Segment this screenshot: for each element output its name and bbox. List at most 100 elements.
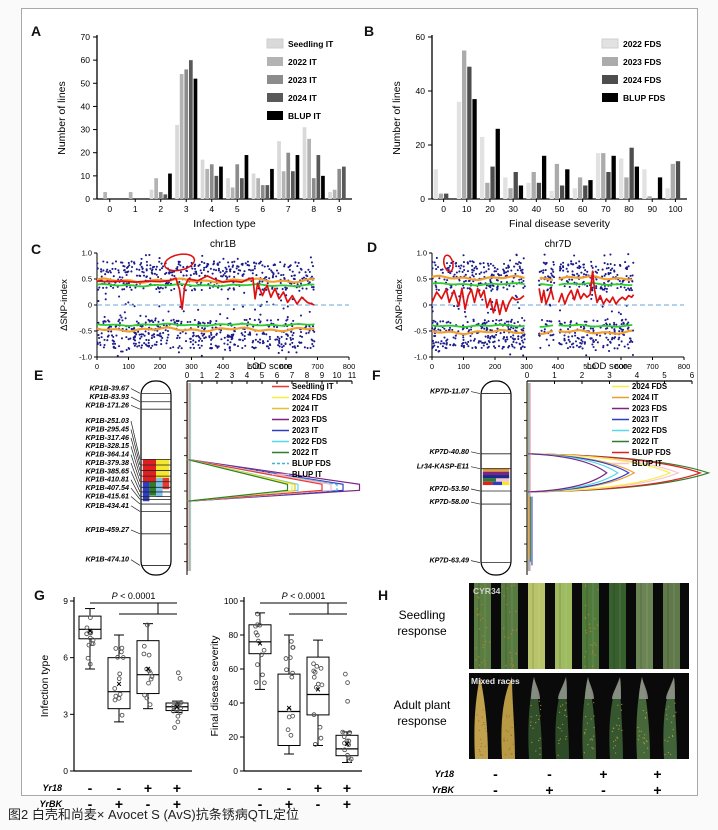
- svg-text:1: 1: [133, 204, 138, 214]
- svg-text:KP1B-415.61: KP1B-415.61: [85, 491, 129, 500]
- qtl-interval-block: [482, 475, 510, 479]
- seedling-leaf: [501, 583, 518, 669]
- bar: [286, 152, 291, 199]
- svg-text:20: 20: [416, 140, 426, 150]
- bar: [536, 182, 542, 199]
- svg-text:KP1B-39.67: KP1B-39.67: [89, 384, 130, 393]
- svg-text:0: 0: [63, 766, 68, 776]
- bar: [205, 168, 209, 199]
- svg-text:Final disease severity: Final disease severity: [509, 218, 611, 230]
- svg-text:+: +: [314, 780, 322, 796]
- bar: [128, 192, 133, 199]
- svg-text:3: 3: [63, 709, 68, 719]
- seedling-leaf: [636, 583, 653, 669]
- bar: [209, 164, 214, 199]
- panel-b-label: B: [364, 23, 375, 39]
- svg-text:Seedling: Seedling: [399, 608, 446, 622]
- svg-text:5: 5: [662, 371, 667, 380]
- qtl-interval-block: [496, 478, 510, 482]
- svg-text:2024 IT: 2024 IT: [632, 393, 659, 402]
- lod-curve: [186, 458, 289, 502]
- svg-text:8: 8: [305, 371, 310, 380]
- svg-text:6: 6: [275, 371, 280, 380]
- panel-d-label: D: [367, 239, 378, 255]
- svg-text:chr7D: chr7D: [545, 239, 572, 250]
- scatter-C: chr1B -1.0 -0.5 0 0.5 1.0 ΔSNP-index 0 100 200 300…: [59, 239, 355, 371]
- svg-text:800: 800: [343, 362, 356, 371]
- bar: [307, 138, 311, 199]
- legend: 2022 FDS 2023 FDS 2024 FDS BLUP FDS: [601, 38, 666, 103]
- svg-text:KP1B-407.54: KP1B-407.54: [85, 483, 129, 492]
- svg-text:300: 300: [520, 362, 533, 371]
- svg-text:500: 500: [583, 362, 596, 371]
- bar: [251, 173, 256, 199]
- bar: [611, 155, 616, 199]
- bar: [332, 189, 337, 199]
- bar: [265, 185, 270, 199]
- svg-text:700: 700: [311, 362, 324, 371]
- panel-g-label: G: [34, 587, 45, 603]
- svg-text:+: +: [173, 780, 181, 796]
- svg-text:2023 FDS: 2023 FDS: [632, 404, 667, 413]
- svg-text:-: -: [258, 780, 263, 796]
- svg-text:80: 80: [624, 204, 634, 214]
- bar: [316, 155, 321, 199]
- bar: [184, 69, 189, 200]
- svg-text:6: 6: [690, 371, 695, 380]
- bar: [270, 168, 274, 199]
- svg-text:LOD score: LOD score: [587, 361, 632, 372]
- svg-text:Final disease severity: Final disease severity: [209, 635, 221, 737]
- svg-text:KP7D-58.00: KP7D-58.00: [429, 497, 469, 506]
- svg-text:KP7D-53.50: KP7D-53.50: [429, 484, 469, 493]
- lod-panel-F: KP7D-11.07 KP7D-40.80 Lr34-KASP-E11 KP7D-53…: [417, 361, 711, 576]
- bar: [588, 180, 593, 199]
- svg-text:600: 600: [615, 362, 628, 371]
- bar-chart-B: 0 20 40 60 Number of lines 0 10 20 30 40 50 60 70 80 9…: [391, 32, 687, 230]
- svg-text:9: 9: [63, 596, 68, 606]
- svg-text:20: 20: [81, 148, 91, 158]
- svg-text:ΔSNP-index: ΔSNP-index: [394, 279, 405, 331]
- svg-text:0: 0: [233, 766, 238, 776]
- svg-text:BLUP FDS: BLUP FDS: [632, 448, 671, 457]
- svg-text:-: -: [493, 766, 498, 782]
- svg-text:-: -: [547, 766, 552, 782]
- svg-text:500: 500: [248, 362, 261, 371]
- svg-text:3: 3: [607, 371, 612, 380]
- bar: [559, 185, 565, 199]
- bar: [342, 166, 346, 199]
- svg-text:2: 2: [158, 204, 163, 214]
- svg-text:6: 6: [260, 204, 265, 214]
- lod-curve: [526, 453, 608, 493]
- qtl-interval-block: [149, 481, 156, 496]
- svg-text:5: 5: [260, 371, 265, 380]
- qtl-interval-block: [502, 481, 510, 486]
- svg-text:1: 1: [200, 371, 205, 380]
- bar: [260, 185, 265, 199]
- svg-text:KP1B-251.03: KP1B-251.03: [85, 416, 129, 425]
- bar: [175, 124, 179, 199]
- svg-text:-: -: [117, 780, 122, 796]
- bar: [583, 185, 588, 199]
- svg-text:×: ×: [315, 684, 320, 694]
- svg-text:5: 5: [235, 204, 240, 214]
- svg-text:300: 300: [185, 362, 198, 371]
- qtl-interval-block: [142, 481, 150, 502]
- bar: [328, 192, 332, 199]
- qtl-interval-block: [482, 471, 510, 476]
- svg-text:2022 FDS: 2022 FDS: [623, 39, 662, 49]
- svg-text:Infection type: Infection type: [193, 218, 256, 230]
- svg-text:30: 30: [81, 125, 91, 135]
- svg-text:×: ×: [257, 639, 262, 649]
- bar: [490, 166, 495, 199]
- svg-text:2022 IT: 2022 IT: [632, 437, 659, 446]
- svg-text:0: 0: [423, 301, 427, 310]
- svg-text:0: 0: [441, 204, 446, 214]
- svg-text:KP7D-63.49: KP7D-63.49: [429, 556, 469, 565]
- bar: [467, 66, 472, 199]
- svg-text:2024 FDS: 2024 FDS: [623, 75, 662, 85]
- bar: [277, 141, 281, 199]
- svg-text:90: 90: [647, 204, 657, 214]
- svg-text:Lr34-KASP-E11: Lr34-KASP-E11: [417, 462, 469, 471]
- svg-text:0: 0: [95, 362, 99, 371]
